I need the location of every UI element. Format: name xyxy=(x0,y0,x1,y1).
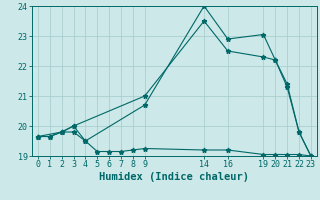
X-axis label: Humidex (Indice chaleur): Humidex (Indice chaleur) xyxy=(100,172,249,182)
